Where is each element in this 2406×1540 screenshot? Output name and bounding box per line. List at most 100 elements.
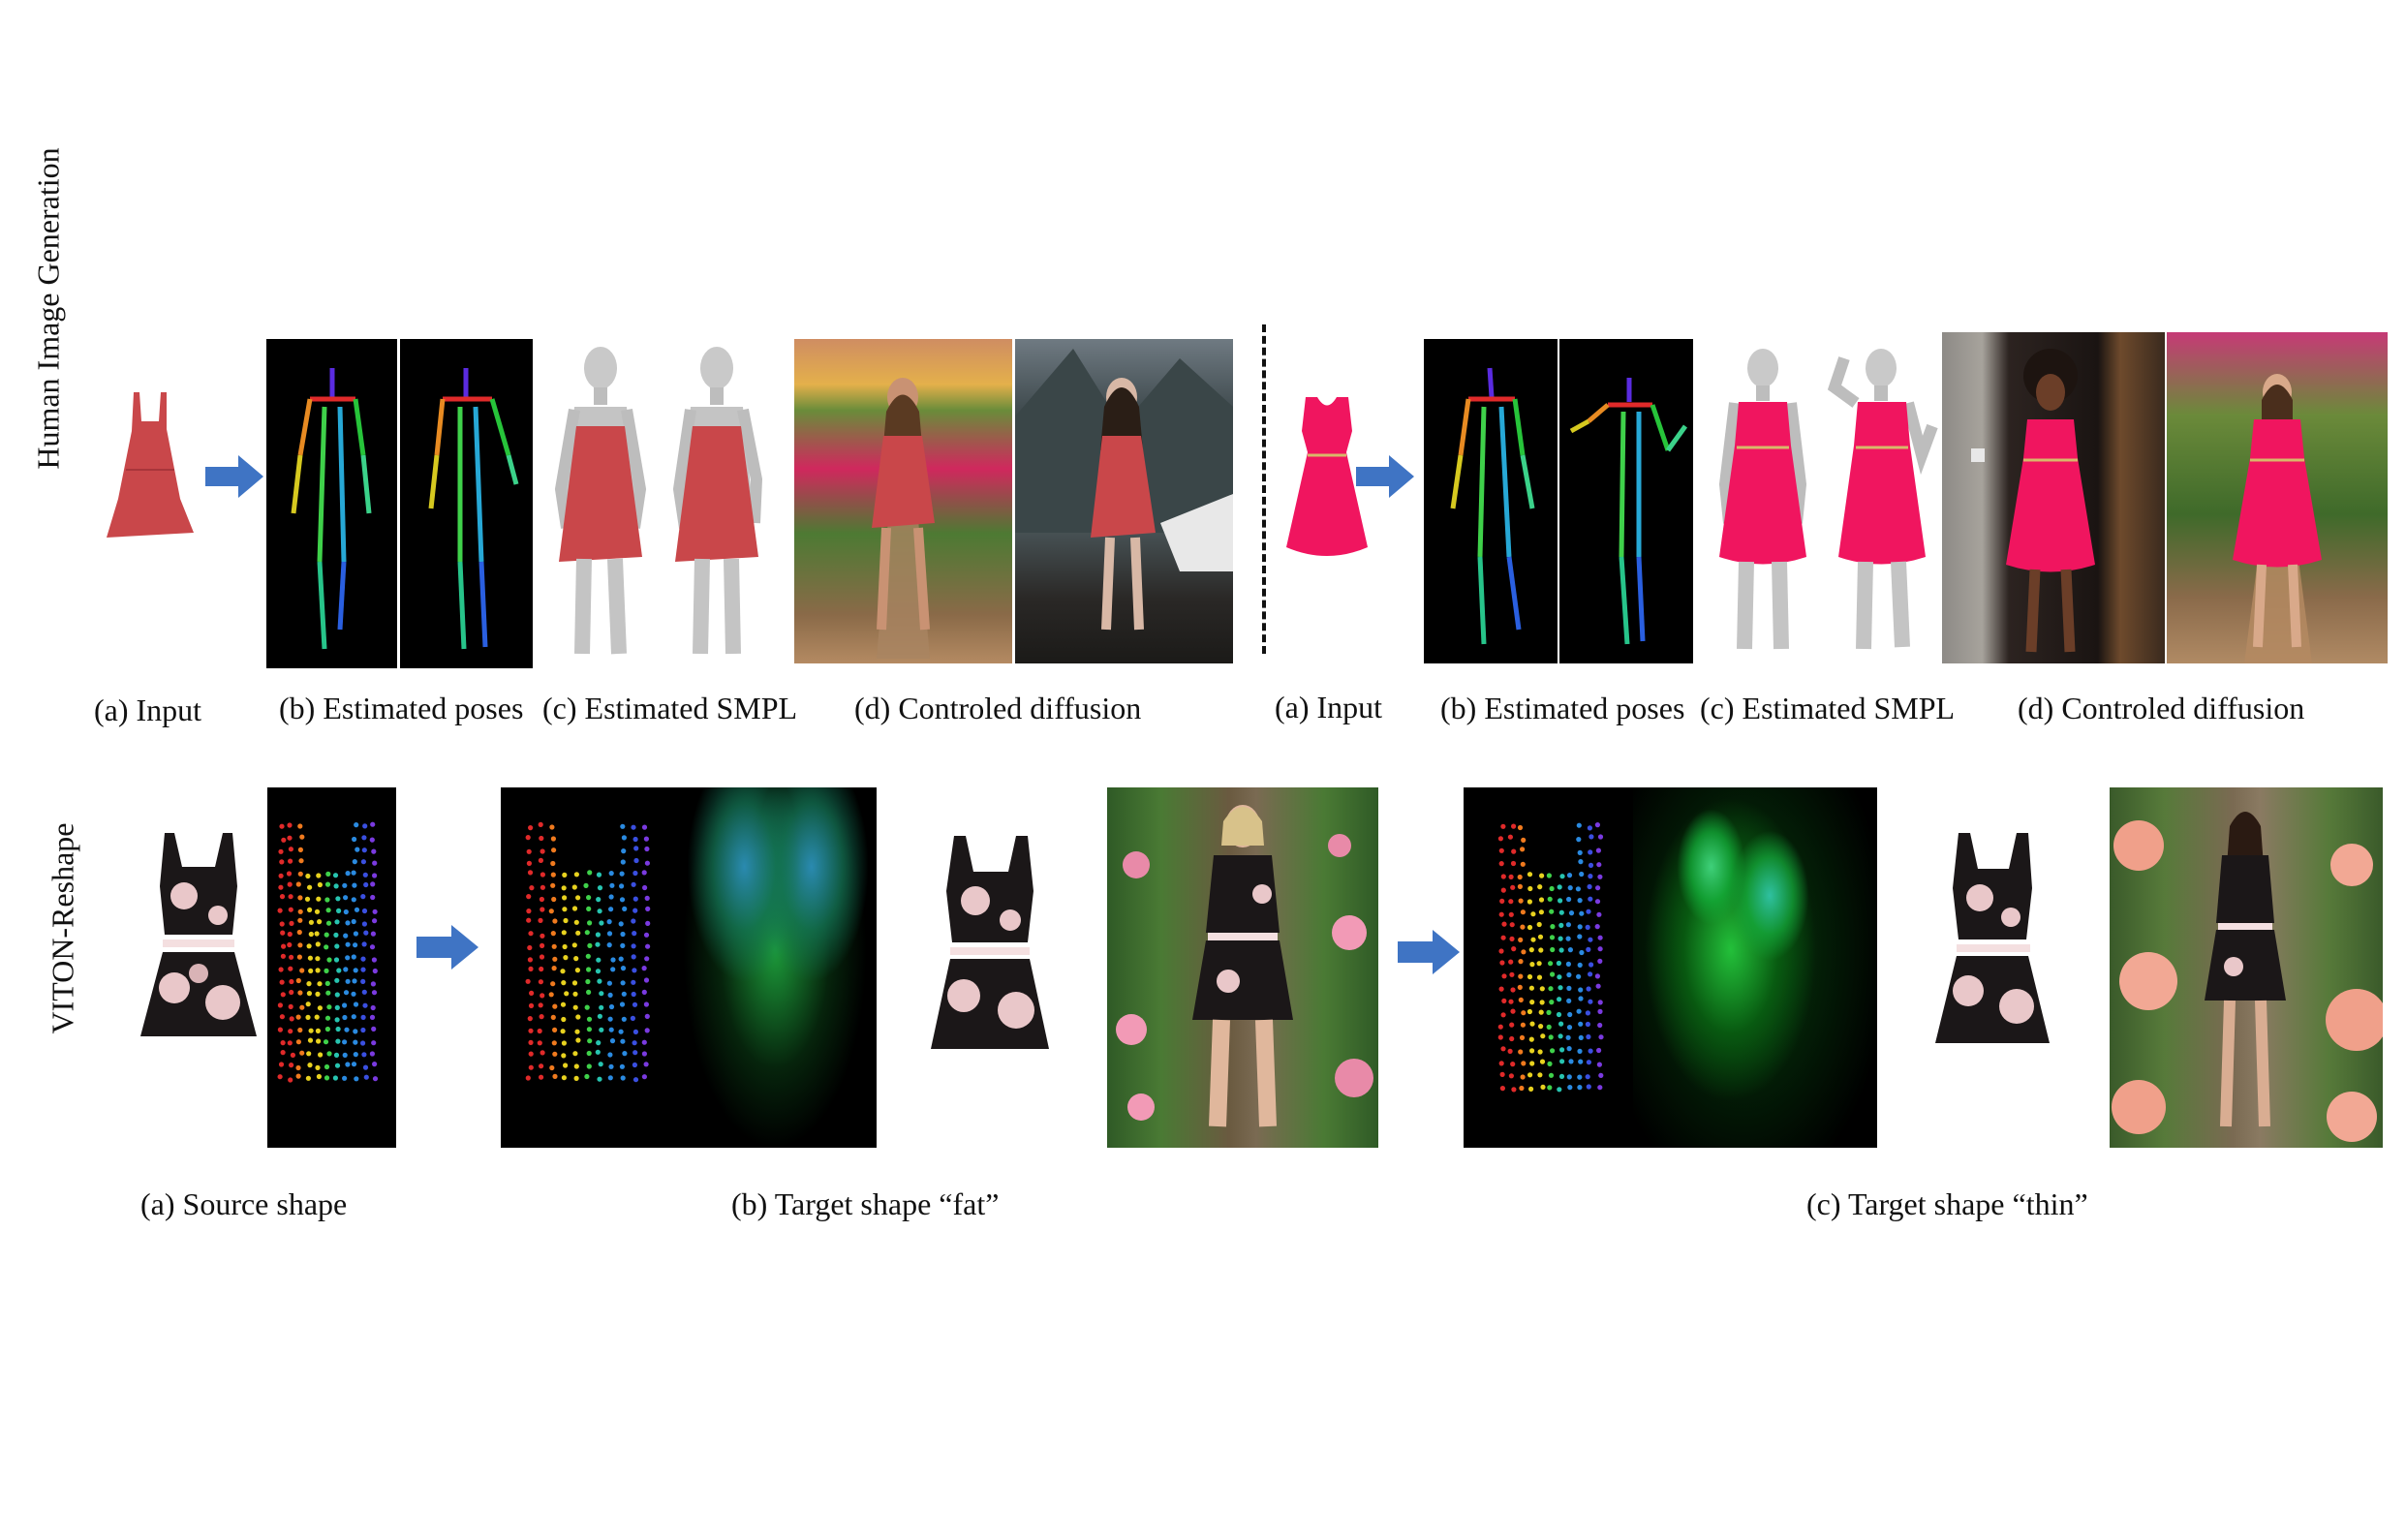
point-cloud-dot	[342, 1002, 348, 1008]
source-garment-floral	[136, 828, 262, 1051]
point-cloud-dot	[644, 860, 650, 866]
point-cloud-dot	[1498, 847, 1504, 853]
point-cloud-dot	[372, 968, 378, 974]
point-cloud-dot	[632, 1077, 639, 1083]
point-cloud-dot	[1548, 1034, 1554, 1040]
point-cloud-dot	[316, 1073, 322, 1080]
point-cloud-dot	[345, 941, 351, 947]
estimated-pose-front	[266, 339, 397, 668]
point-cloud-dot	[551, 1040, 557, 1046]
point-cloud-dot	[299, 1004, 305, 1010]
point-cloud-dot	[1547, 1061, 1553, 1066]
point-cloud-dot	[1559, 874, 1565, 879]
point-cloud-dot	[621, 1016, 627, 1022]
point-cloud-dot	[610, 957, 616, 963]
point-cloud-dot	[1510, 1062, 1516, 1067]
point-cloud-dot	[537, 1028, 542, 1034]
point-cloud-dot	[1597, 1022, 1603, 1029]
point-cloud-dot	[1519, 1085, 1525, 1092]
point-cloud-dot	[280, 930, 286, 936]
point-cloud-dot	[360, 1040, 366, 1046]
point-cloud-dot	[288, 907, 293, 912]
point-cloud-dot	[1588, 874, 1593, 879]
caption-bottom-c: (c) Target shape “thin”	[1806, 1186, 2088, 1221]
point-cloud-dot	[1499, 1086, 1505, 1092]
point-cloud-dot	[287, 1040, 293, 1046]
point-cloud-dot	[608, 871, 614, 877]
point-cloud-dot	[1537, 1072, 1543, 1078]
point-cloud-dot	[549, 1064, 555, 1071]
point-cloud-dot	[362, 872, 368, 878]
point-cloud-dot	[307, 1037, 314, 1043]
point-cloud-dot	[362, 1002, 368, 1008]
point-cloud-dot	[1549, 1000, 1555, 1005]
point-cloud-dot	[620, 1075, 626, 1081]
point-cloud-dot	[342, 1052, 348, 1058]
point-cloud-dot	[644, 1028, 650, 1033]
point-cloud-dot	[632, 870, 638, 877]
point-cloud-dot	[1510, 987, 1516, 993]
point-cloud-dot	[1538, 897, 1545, 903]
point-cloud-dot	[539, 1014, 544, 1020]
point-cloud-dot	[345, 955, 351, 961]
point-cloud-dot	[563, 917, 569, 924]
point-cloud-dot	[1588, 849, 1593, 855]
point-cloud-dot	[360, 1014, 366, 1020]
point-cloud-dot	[1578, 1059, 1584, 1064]
point-cloud-dot	[315, 1064, 321, 1070]
point-cloud-dot	[1520, 924, 1526, 930]
point-cloud-dot	[1520, 847, 1526, 852]
point-cloud-dot	[527, 944, 533, 951]
point-cloud-dot	[1587, 825, 1592, 831]
point-cloud-dot	[587, 1038, 593, 1044]
point-cloud-dot	[353, 1001, 359, 1007]
point-cloud-dot	[277, 1074, 283, 1080]
point-cloud-dot	[573, 1075, 579, 1081]
source-point-cloud	[267, 787, 396, 1148]
point-cloud-dot	[1558, 898, 1563, 904]
point-cloud-dot	[1539, 1059, 1546, 1064]
point-cloud-dot	[606, 931, 613, 937]
point-cloud-dot	[1597, 1085, 1603, 1091]
point-cloud-dot	[278, 873, 284, 878]
point-cloud-dot	[353, 931, 358, 937]
point-cloud-dot	[1556, 960, 1561, 967]
target-fat-heatmap	[673, 787, 877, 1148]
point-cloud-dot	[315, 991, 321, 997]
point-cloud-dot	[1530, 937, 1536, 942]
point-cloud-dot	[280, 953, 286, 959]
point-cloud-dot	[632, 1001, 638, 1007]
point-cloud-dot	[561, 930, 567, 936]
point-cloud-dot	[1585, 924, 1590, 930]
point-cloud-dot	[1557, 997, 1562, 1002]
point-cloud-dot	[643, 1062, 649, 1067]
point-cloud-dot	[354, 1076, 359, 1082]
point-cloud-dot	[353, 942, 358, 948]
point-cloud-dot	[281, 837, 287, 843]
point-cloud-dot	[297, 917, 303, 923]
point-cloud-dot	[1586, 946, 1591, 952]
point-cloud-dot	[295, 977, 301, 984]
point-cloud-dot	[550, 1014, 556, 1020]
point-cloud-dot	[316, 873, 322, 878]
point-cloud-dot	[1577, 1048, 1583, 1054]
point-cloud-dot	[288, 847, 293, 852]
point-cloud-dot	[335, 1026, 341, 1032]
point-cloud-dot	[575, 1037, 581, 1043]
point-cloud-dot	[345, 920, 351, 926]
point-cloud-dot	[1567, 1011, 1573, 1018]
point-cloud-dot	[288, 1029, 293, 1034]
right-arrow-icon-4	[1398, 930, 1460, 974]
point-cloud-dot	[370, 931, 376, 937]
point-cloud-dot	[538, 1002, 543, 1008]
point-cloud-dot	[1501, 921, 1507, 927]
point-cloud-dot	[306, 981, 312, 987]
point-cloud-dot	[306, 943, 312, 949]
target-thin-garment	[1928, 828, 2058, 1061]
point-cloud-dot	[596, 957, 602, 963]
point-cloud-dot	[631, 881, 636, 887]
point-cloud-dot	[342, 1014, 348, 1021]
point-cloud-dot	[1587, 883, 1592, 890]
point-cloud-dot	[1566, 998, 1572, 1003]
point-cloud-dot	[1518, 997, 1524, 1002]
